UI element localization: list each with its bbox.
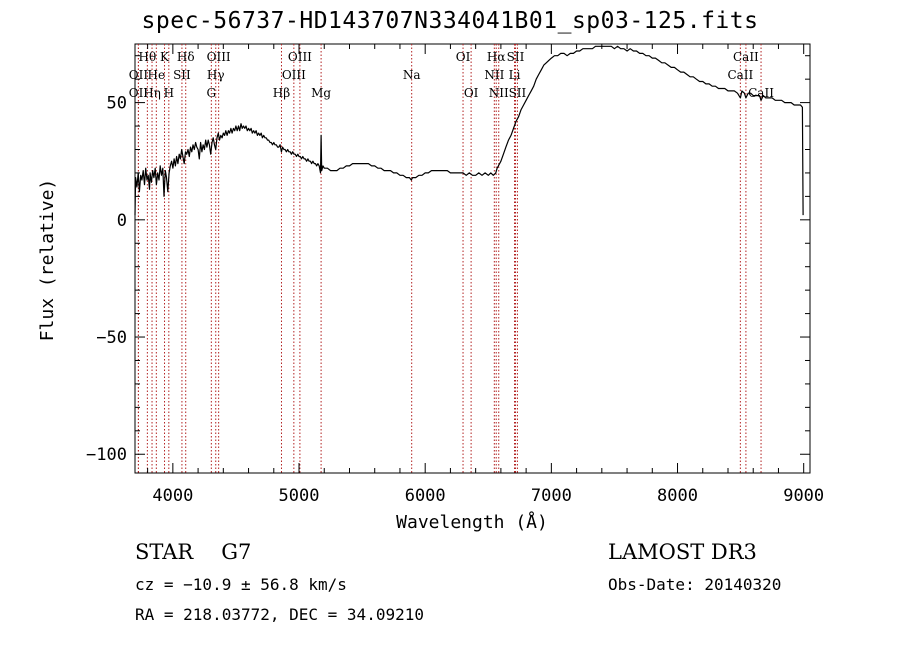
plot-frame: [134, 43, 811, 474]
object-subclass: G7: [221, 540, 252, 564]
line-label: OI: [464, 86, 479, 100]
line-label: SII: [173, 68, 191, 82]
line-label: OI: [456, 50, 471, 64]
line-label: Li: [509, 68, 521, 82]
line-label: Hα: [487, 50, 506, 64]
object-classification: STAR G7: [135, 540, 251, 564]
line-label: SII: [509, 86, 527, 100]
y-tick-label: 50: [107, 94, 127, 114]
spectrum-line: [134, 45, 804, 216]
x-tick-label: 7000: [531, 486, 572, 506]
x-tick-label: 5000: [279, 486, 320, 506]
line-label: Na: [403, 68, 421, 82]
line-label: OIII: [207, 50, 231, 64]
line-label: OII: [129, 86, 149, 100]
line-label: Hβ: [273, 86, 290, 100]
page-title: spec-56737-HD143707N334041B01_sp03-125.f…: [141, 8, 759, 34]
object-class: STAR: [135, 540, 194, 564]
x-tick-label: 8000: [657, 486, 698, 506]
line-label: NII: [489, 86, 509, 100]
line-label: CaII: [727, 68, 753, 82]
y-tick-label: −50: [96, 328, 127, 348]
x-tick-label: 9000: [783, 486, 824, 506]
line-label: Hδ: [177, 50, 195, 64]
line-label: H: [164, 86, 174, 100]
radec-text: RA = 218.03772, DEC = 34.09210: [135, 605, 424, 624]
redshift-text: cz = −10.9 ± 56.8 km/s: [135, 575, 347, 594]
line-label: SII: [507, 50, 525, 64]
line-label: K: [160, 50, 170, 64]
survey-name: LAMOST DR3: [608, 540, 757, 564]
line-label: G: [207, 86, 217, 100]
line-label: Hθ: [139, 50, 157, 64]
line-label: CaII: [733, 50, 759, 64]
line-label: CaII: [748, 86, 774, 100]
y-tick-label: 0: [117, 211, 127, 231]
y-axis-label: Flux (relative): [37, 179, 58, 342]
x-tick-label: 4000: [152, 486, 193, 506]
line-label: NII: [484, 68, 504, 82]
y-tick-label: −100: [86, 445, 127, 465]
obs-date-text: Obs-Date: 20140320: [608, 575, 782, 594]
x-axis-label: Wavelength (Å): [396, 511, 548, 533]
line-label: OII: [129, 68, 149, 82]
line-label: OIII: [282, 68, 306, 82]
line-label: Hη: [143, 86, 161, 100]
line-label: He: [148, 68, 166, 82]
line-label: OIII: [288, 50, 312, 64]
x-tick-label: 6000: [405, 486, 446, 506]
line-label: Mg: [311, 86, 331, 100]
line-label: Hγ: [207, 68, 225, 82]
